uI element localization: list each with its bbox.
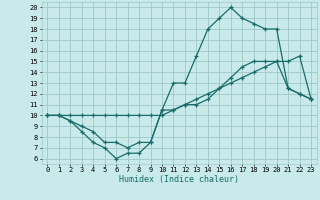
- X-axis label: Humidex (Indice chaleur): Humidex (Indice chaleur): [119, 175, 239, 184]
